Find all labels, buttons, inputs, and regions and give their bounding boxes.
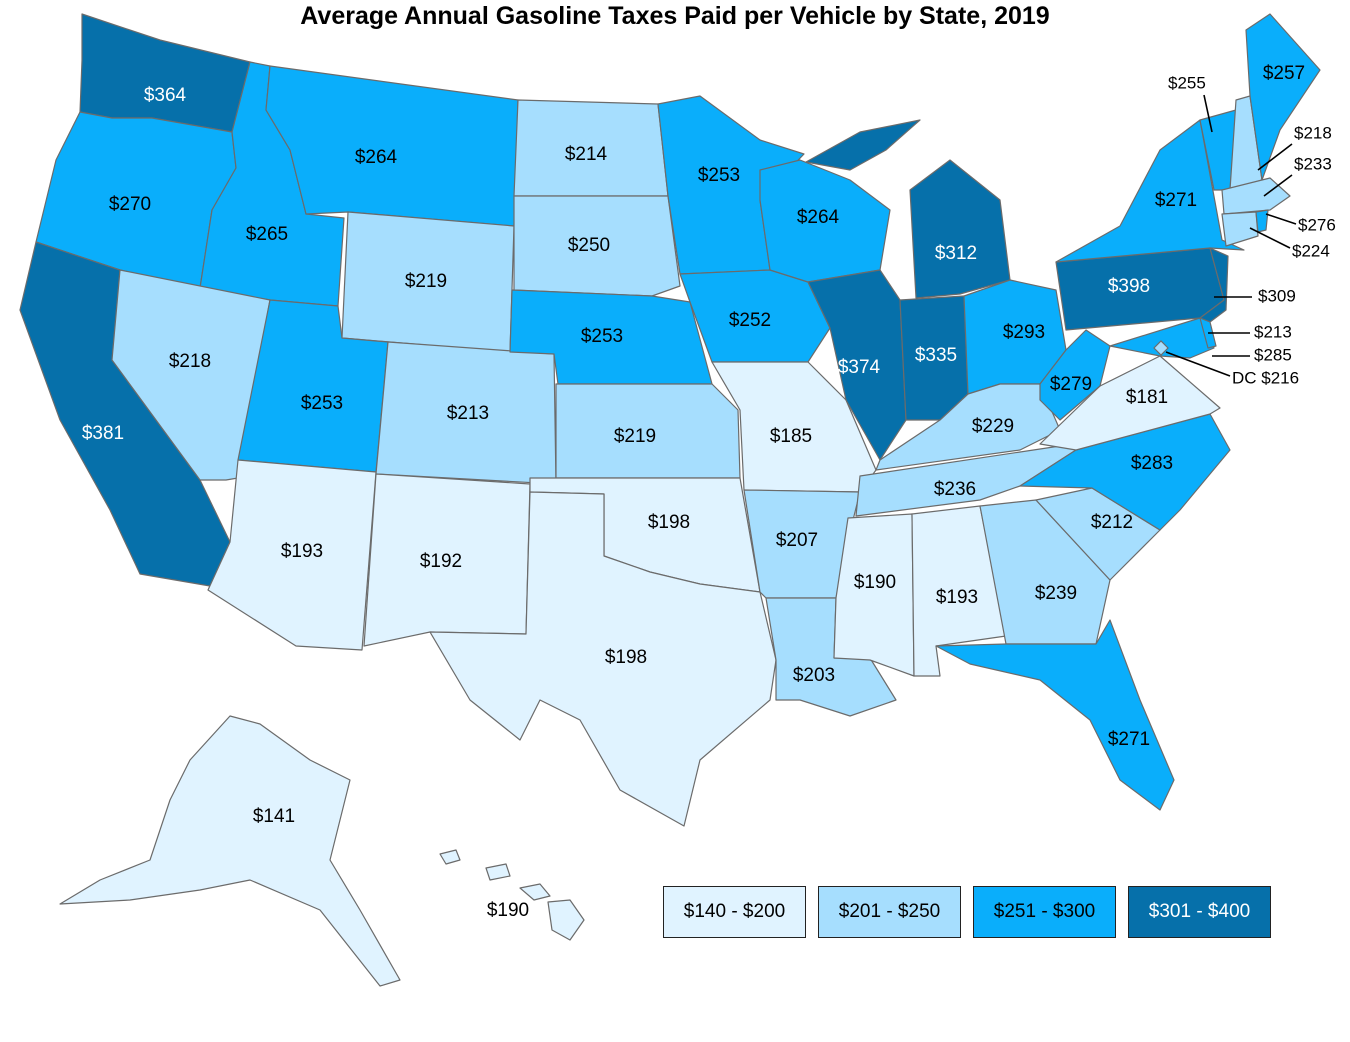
label-ne: $253 [581, 326, 623, 347]
label-nd: $214 [565, 144, 608, 165]
label-hi: $190 [487, 900, 529, 921]
label-ky: $229 [972, 416, 1014, 437]
label-md: $285 [1254, 345, 1292, 364]
label-wy: $219 [405, 271, 447, 292]
label-ny: $271 [1155, 190, 1197, 211]
state-sd [513, 195, 681, 297]
label-me: $257 [1263, 63, 1305, 84]
state-mi-upper [805, 119, 921, 171]
label-ar: $207 [776, 530, 818, 551]
state-tx [429, 491, 777, 827]
label-or: $270 [109, 194, 151, 215]
label-ct: $224 [1292, 241, 1330, 260]
state-ga [979, 499, 1111, 645]
label-az: $193 [281, 541, 323, 562]
label-mn: $253 [698, 165, 740, 186]
label-ak: $141 [253, 806, 295, 827]
label-sd: $250 [568, 235, 610, 256]
state-mi [909, 159, 1011, 299]
state-hi-oahu [485, 863, 511, 881]
label-dc: DC $216 [1232, 368, 1299, 387]
state-md [1109, 317, 1215, 359]
label-ca: $381 [82, 423, 124, 444]
label-mi: $312 [935, 243, 977, 264]
state-hi-kauai [439, 849, 461, 865]
label-fl: $271 [1108, 729, 1150, 750]
legend-item-bin3: $251 - $300 [973, 886, 1116, 938]
label-ma: $233 [1294, 154, 1332, 173]
label-la: $203 [793, 665, 835, 686]
label-sc: $212 [1091, 512, 1133, 533]
leader-ct [1249, 227, 1291, 249]
label-tn: $236 [934, 479, 976, 500]
label-ga: $239 [1035, 583, 1077, 604]
leader-dc [1165, 351, 1231, 377]
state-wa [79, 13, 251, 133]
label-mo: $185 [770, 426, 812, 447]
leader-vt [1203, 94, 1213, 133]
label-mt: $264 [355, 147, 398, 168]
label-ok: $198 [648, 512, 690, 533]
label-nm: $192 [420, 551, 462, 572]
dc-marker [1153, 340, 1169, 356]
state-ct [1221, 211, 1259, 247]
state-mt [265, 65, 519, 227]
label-il: $374 [838, 357, 881, 378]
label-nj: $309 [1258, 286, 1296, 305]
label-de: $213 [1254, 322, 1292, 341]
state-hi-big [547, 899, 585, 941]
label-vt: $255 [1168, 73, 1206, 92]
map-title: Average Annual Gasoline Taxes Paid per V… [300, 2, 1050, 30]
state-ma [1221, 177, 1291, 215]
label-wv: $279 [1050, 374, 1092, 395]
label-wi: $264 [797, 207, 840, 228]
state-ks [555, 383, 741, 479]
label-co: $213 [447, 403, 489, 424]
state-shapes [19, 13, 1321, 987]
label-nc: $283 [1131, 453, 1173, 474]
state-ny [1055, 119, 1245, 263]
label-wa: $364 [144, 85, 187, 106]
label-ia: $252 [729, 310, 771, 331]
label-oh: $293 [1003, 322, 1045, 343]
label-nv: $218 [169, 351, 211, 372]
state-il [807, 269, 907, 461]
label-pa: $398 [1108, 276, 1150, 297]
legend-item-bin1: $140 - $200 [663, 886, 806, 938]
leader-lines [1165, 94, 1297, 377]
state-ri [1255, 209, 1269, 233]
state-ak [59, 715, 401, 987]
label-nh: $218 [1294, 123, 1332, 142]
state-fl [935, 619, 1175, 811]
leader-nh [1257, 143, 1293, 171]
label-al: $193 [936, 587, 978, 608]
state-ms [833, 513, 915, 677]
label-ut: $253 [301, 393, 343, 414]
leader-ma [1263, 174, 1293, 197]
label-ks: $219 [614, 426, 656, 447]
leader-ri [1265, 213, 1297, 225]
legend-item-bin2: $201 - $250 [818, 886, 961, 938]
label-tx: $198 [605, 647, 647, 668]
legend-item-bin4: $301 - $400 [1128, 886, 1271, 938]
label-id: $265 [246, 224, 288, 245]
label-ri: $276 [1298, 215, 1336, 234]
label-in: $335 [915, 345, 957, 366]
state-value-labels: $364 $270 $381 $265 $218 $264 $219 $253 … [82, 63, 1336, 921]
label-va: $181 [1126, 387, 1168, 408]
label-ms: $190 [854, 572, 896, 593]
state-hi-maui [519, 883, 551, 901]
state-wv [1039, 329, 1111, 421]
